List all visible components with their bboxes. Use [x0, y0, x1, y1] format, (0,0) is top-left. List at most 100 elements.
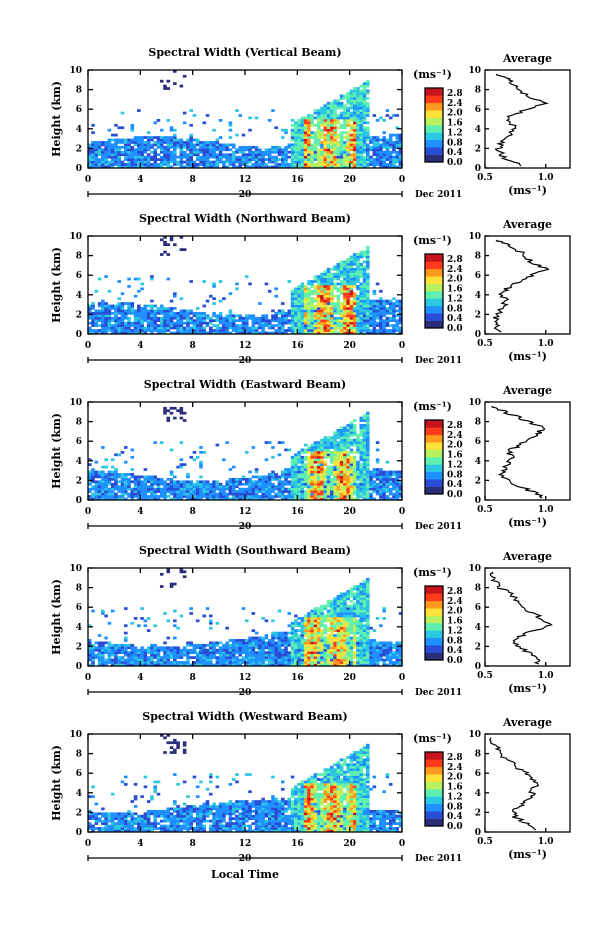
heatmap-cell [359, 451, 364, 454]
heatmap-cell [352, 329, 357, 332]
heatmap-cell [284, 497, 288, 501]
heatmap-cell [307, 143, 311, 147]
heatmap-cell [189, 109, 193, 112]
colorbar-swatch [425, 102, 443, 111]
heatmap-cell [267, 319, 272, 323]
heatmap-cell [388, 477, 393, 481]
heatmap-cell [307, 126, 311, 130]
heatmap-cell [274, 656, 279, 659]
heatmap-cell [176, 497, 180, 501]
heatmap-cell [137, 485, 141, 489]
heatmap-cell [163, 411, 167, 415]
heatmap-cell [271, 148, 275, 152]
heatmap-cell [199, 451, 203, 454]
heatmap-cell [186, 487, 190, 491]
heatmap-cell [388, 155, 393, 159]
heatmap-cell [163, 250, 167, 254]
heatmap-cell [225, 643, 229, 647]
heatmap-cell [205, 648, 210, 652]
heatmap-cell [225, 485, 229, 489]
heatmap-cell [339, 302, 344, 305]
heatmap-cell [205, 656, 210, 659]
heatmap-cell [307, 321, 311, 325]
heatmap-cell [382, 138, 386, 142]
heatmap-cell [395, 492, 400, 496]
heatmap-cell [366, 143, 370, 147]
heatmap-cell [333, 451, 337, 454]
heatmap-cell [352, 111, 357, 115]
heatmap-cell [339, 163, 344, 166]
heatmap-cell [258, 316, 262, 320]
heatmap-cell [97, 311, 102, 315]
heatmap-cell [199, 143, 203, 147]
heatmap-cell [320, 475, 324, 479]
heatmap-cell [192, 314, 197, 318]
heatmap-cell [310, 473, 314, 476]
heatmap-cell [385, 145, 390, 149]
heatmap-cell [280, 648, 285, 652]
heatmap-cell [153, 141, 157, 144]
heatmap-cell [316, 316, 321, 320]
heatmap-cell [228, 648, 233, 652]
heatmap-cell [313, 116, 318, 120]
profile-x-label: (ms⁻¹) [508, 516, 547, 529]
heatmap-cell [316, 477, 321, 481]
heatmap-cell [320, 123, 324, 127]
heatmap-cell [91, 155, 95, 159]
heatmap-cell [307, 145, 311, 149]
heatmap-cell [205, 480, 210, 484]
heatmap-cell [163, 485, 167, 489]
heatmap-cell [294, 316, 298, 320]
heatmap-cell [195, 329, 200, 332]
heatmap-cell [326, 145, 331, 149]
heatmap-cell [395, 136, 400, 139]
heatmap-cell [366, 324, 370, 327]
heatmap-cell [356, 316, 360, 320]
heatmap-cell [366, 255, 370, 259]
heatmap-cell [280, 441, 285, 444]
heatmap-cell [205, 492, 210, 496]
heatmap-cell [94, 158, 99, 161]
heatmap-cell [143, 165, 148, 169]
heatmap-cell [127, 307, 131, 310]
heatmap-cell [189, 485, 193, 489]
heatmap-cell [356, 297, 360, 300]
heatmap-cell [303, 160, 308, 164]
heatmap-cell [316, 116, 321, 120]
heatmap-cell [182, 482, 187, 486]
heatmap-cell [182, 411, 187, 415]
heatmap-cell [245, 319, 249, 323]
heatmap-cell [294, 123, 298, 127]
heatmap-cell [228, 651, 233, 655]
heatmap-cell [225, 314, 229, 318]
heatmap-cell [192, 138, 197, 142]
heatmap-cell [333, 136, 337, 139]
heatmap-cell [110, 651, 115, 655]
heatmap-cell [300, 470, 305, 474]
heatmap-cell [123, 497, 128, 501]
heatmap-cell [215, 495, 220, 498]
y-tick-label: 4 [76, 291, 82, 301]
heatmap-cell [140, 307, 144, 310]
heatmap-cell [251, 658, 256, 662]
heatmap-cell [199, 155, 203, 159]
heatmap-cell [310, 492, 314, 496]
heatmap-cell [339, 497, 344, 501]
heatmap-cell [117, 138, 122, 142]
heatmap-cell [284, 656, 288, 659]
heatmap-cell [120, 663, 125, 667]
heatmap-cell [392, 482, 396, 486]
heatmap-cell [356, 138, 360, 142]
y-tick-label: 6 [76, 105, 82, 115]
heatmap-cell [205, 165, 210, 169]
heatmap-cell [123, 148, 128, 152]
heatmap-cell [225, 482, 229, 486]
heatmap-cell [238, 658, 243, 662]
heatmap-cell [254, 636, 259, 640]
heatmap-cell [297, 316, 301, 320]
heatmap-cell [316, 448, 321, 452]
heatmap-cell [123, 661, 128, 664]
heatmap-cell [156, 648, 161, 652]
heatmap-cell [307, 119, 311, 122]
heatmap-cell [310, 165, 314, 169]
